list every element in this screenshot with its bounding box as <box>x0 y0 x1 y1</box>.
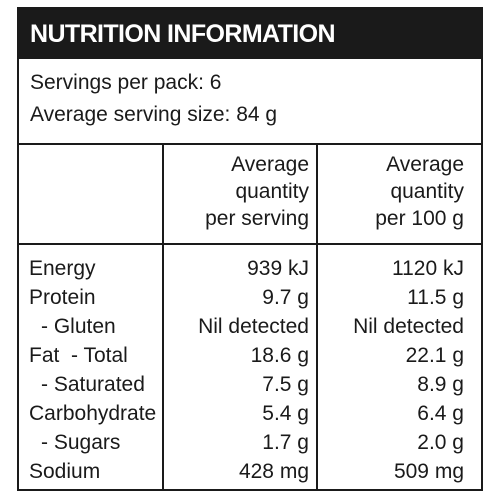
per-serving-value: 18.6 g <box>250 344 309 367</box>
nutrient-name: - Sugars <box>41 431 121 454</box>
nutrient-row: Carbohydrate 5.4 g 6.4 g <box>19 399 481 428</box>
per-100g-value: 11.5 g <box>407 286 464 309</box>
per-100g-value: 2.0 g <box>417 431 464 454</box>
column-header-line: quantity <box>390 180 464 203</box>
per-serving-value: 7.5 g <box>262 373 309 396</box>
per-100g-value: 22.1 g <box>405 344 464 367</box>
column-header-line: quantity <box>235 180 309 203</box>
nutrient-name: Fat - Total <box>29 344 128 367</box>
per-100g-value: 8.9 g <box>417 373 464 396</box>
header-divider <box>19 243 481 245</box>
column-header-line: per serving <box>205 207 309 230</box>
column-divider <box>162 143 164 489</box>
nutrient-row: Fat - Total 18.6 g 22.1 g <box>19 341 481 370</box>
nutrient-name: - Saturated <box>41 373 145 396</box>
per-serving-value: 1.7 g <box>262 431 309 454</box>
per-serving-value: 939 kJ <box>247 257 309 280</box>
per-serving-value: 5.4 g <box>262 402 309 425</box>
nutrient-name: Protein <box>29 286 96 309</box>
nutrient-row: - Saturated 7.5 g 8.9 g <box>19 370 481 399</box>
per-100g-value: Nil detected <box>353 315 464 338</box>
per-100g-value: 6.4 g <box>417 402 464 425</box>
nutrition-panel: NUTRITION INFORMATION Servings per pack:… <box>17 7 483 491</box>
column-divider <box>316 143 318 489</box>
per-100g-value: 1120 kJ <box>392 257 464 280</box>
servings-section: Servings per pack: 6 Average serving siz… <box>19 59 481 145</box>
column-header-line: per 100 g <box>375 207 464 230</box>
nutrient-name: Energy <box>29 257 96 280</box>
nutrient-name: Carbohydrate <box>29 402 157 425</box>
nutrient-row: Sodium 428 mg 509 mg <box>19 457 481 486</box>
column-header-per-serving: Average quantity per serving <box>205 151 309 232</box>
average-serving-size: Average serving size: 84 g <box>30 103 278 126</box>
nutrient-row: - Sugars 1.7 g 2.0 g <box>19 428 481 457</box>
per-serving-value: 428 mg <box>238 460 309 483</box>
per-serving-value: Nil detected <box>198 315 309 338</box>
nutrient-row: - Gluten Nil detected Nil detected <box>19 312 481 341</box>
per-serving-value: 9.7 g <box>262 286 309 309</box>
servings-per-pack: Servings per pack: 6 <box>30 71 222 94</box>
per-100g-value: 509 mg <box>393 460 464 483</box>
column-header-per-100g: Average quantity per 100 g <box>375 151 464 232</box>
column-header-line: Average <box>231 153 309 176</box>
panel-header: NUTRITION INFORMATION <box>19 9 481 59</box>
nutrient-row: Protein 9.7 g 11.5 g <box>19 283 481 312</box>
nutrient-name: Sodium <box>29 460 101 483</box>
nutrient-rows: Energy 939 kJ 1120 kJ Protein 9.7 g 11.5… <box>19 254 481 486</box>
panel-title: NUTRITION INFORMATION <box>30 20 336 48</box>
column-header-line: Average <box>386 153 464 176</box>
nutrient-row: Energy 939 kJ 1120 kJ <box>19 254 481 283</box>
nutrient-name: - Gluten <box>41 315 116 338</box>
